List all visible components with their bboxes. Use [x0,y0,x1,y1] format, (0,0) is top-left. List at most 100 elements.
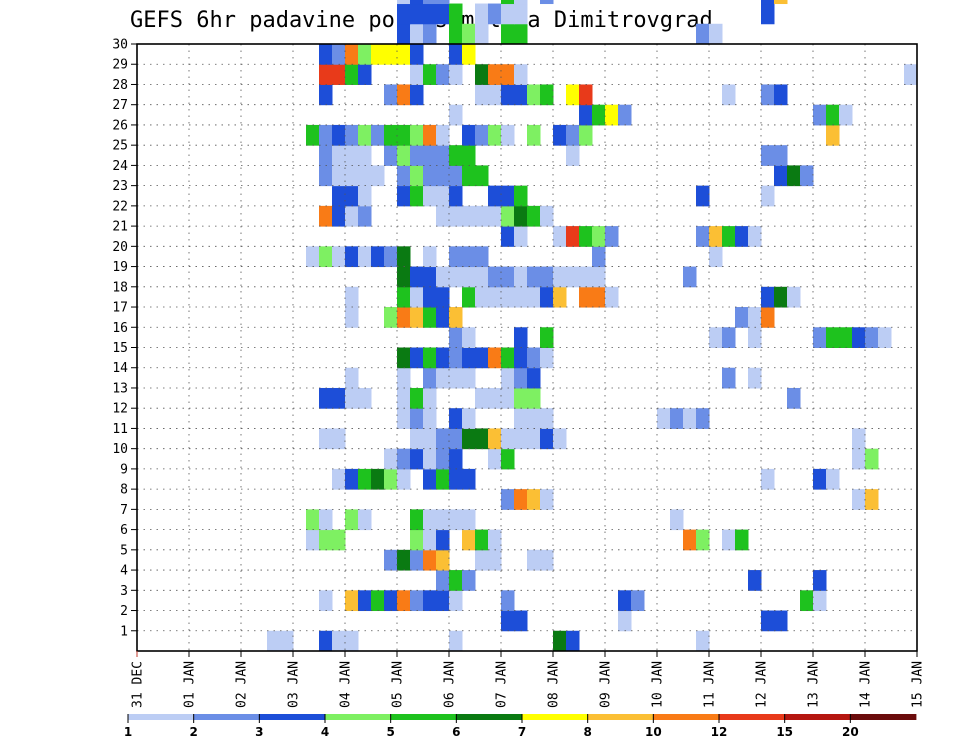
precip-cell [839,327,853,348]
precip-cell [657,408,671,429]
precip-cell [449,3,463,25]
x-tick-label: 12 JAN [755,661,770,708]
precip-cell [501,23,515,45]
precip-cell [332,630,346,652]
legend-color-swatch [325,714,392,720]
precip-cell [462,529,476,551]
precip-cell [423,590,437,612]
precip-cell [397,0,411,5]
precip-cell [501,266,515,288]
y-tick-label: 26 [112,118,128,133]
precip-cell [709,226,723,247]
precip-cell [826,327,840,348]
y-tick-label: 17 [112,301,128,316]
precip-cell [319,124,333,146]
precip-cell [787,165,801,187]
precip-cell [449,205,463,227]
precip-cell [371,124,385,146]
precip-cell [774,145,788,166]
precip-cell [514,0,528,5]
precip-cell [774,286,788,308]
precip-cell [514,408,528,429]
precip-cell [904,64,918,85]
precip-cell [488,428,502,450]
precip-cell [852,327,866,348]
precip-cell [475,347,489,369]
precip-cell [332,529,346,551]
precip-cell [449,104,463,126]
legend-color-swatch [587,714,654,720]
precip-cell [332,124,346,146]
legend-label: 10 [645,725,662,739]
precip-cell [462,145,476,166]
precip-cell [514,367,528,389]
precip-cell [462,408,476,429]
precip-cell [306,529,320,551]
precip-cell [540,266,554,288]
precip-cell [449,509,463,531]
precip-cell [514,327,528,348]
precip-cell [436,590,450,612]
precip-cell [761,286,775,308]
precip-cell [475,84,489,106]
precip-cell [397,23,411,45]
precip-cell [514,387,528,409]
x-axis: 31 DEC 01 JAN 02 JAN 03 JAN 04 JAN 05 JAN 06 J… [131,651,926,708]
precip-cell [735,226,749,247]
precip-cell [696,408,710,429]
precip-cell [332,468,346,490]
precip-cell [410,0,424,5]
x-tick-label: 15 JAN [911,661,926,708]
precip-cell [514,84,528,106]
precip-cell [436,570,450,591]
precip-cell [449,185,463,207]
precip-cell [475,549,489,571]
precip-cell [384,145,398,166]
precip-cell [319,428,333,450]
legend-label: 15 [776,725,793,739]
precip-cell [345,165,359,187]
precip-cell [397,246,411,268]
precip-cell [553,286,567,308]
x-tick-label: 06 JAN [443,661,458,708]
x-tick-label: 04 JAN [339,661,354,708]
precip-cell [358,124,372,146]
precip-cell [774,610,788,632]
precip-cell [813,590,827,612]
precip-cell [462,124,476,146]
precip-cell [527,408,541,429]
precip-cell [397,307,411,328]
precip-cell [527,367,541,389]
precip-cell [345,286,359,308]
precip-cell [748,570,762,591]
precip-cell [449,307,463,328]
precip-cell [436,549,450,571]
y-tick-label: 14 [112,361,128,376]
precip-cell [514,489,528,510]
precip-cell [514,226,528,247]
cells-layer [267,0,918,652]
precip-cell [410,286,424,308]
precip-cell [553,266,567,288]
y-tick-label: 29 [112,58,128,73]
y-tick-label: 24 [112,159,128,174]
precip-cell [527,489,541,510]
precip-cell [592,286,606,308]
precip-cell [436,448,450,470]
precip-cell [865,448,879,470]
precip-cell [605,104,619,126]
precip-cell [488,124,502,146]
x-tick-label: 31 DEC [131,661,146,708]
precip-cell [748,226,762,247]
y-tick-label: 5 [120,543,128,558]
legend-color-swatch [259,714,326,720]
precip-cell [397,347,411,369]
precip-cell [449,468,463,490]
precip-cell [436,286,450,308]
precip-cell [696,529,710,551]
y-tick-label: 1 [120,624,128,639]
precip-cell [527,266,541,288]
x-tick-label: 07 JAN [495,661,510,708]
precip-cell [384,590,398,612]
precip-cell [527,205,541,227]
